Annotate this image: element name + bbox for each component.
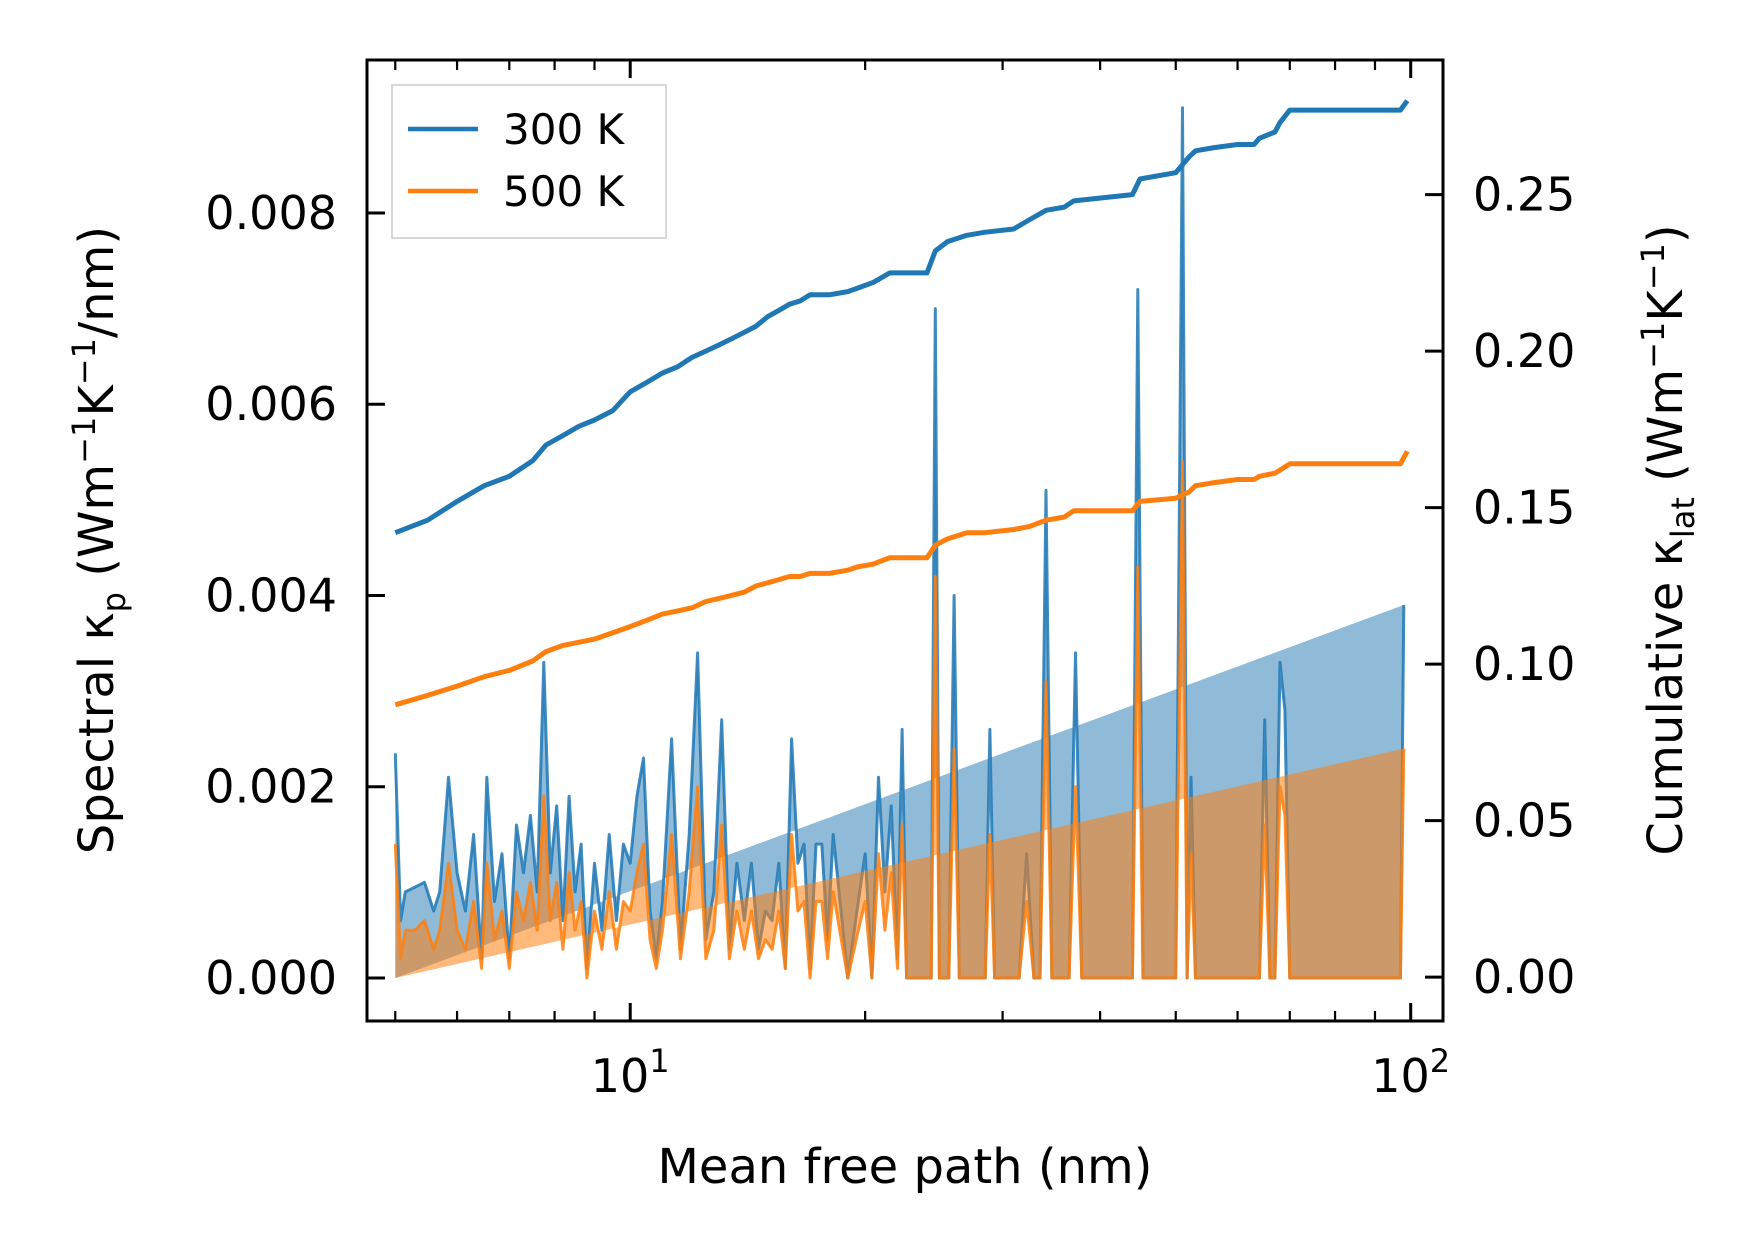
right-tick-label: 0.25 (1473, 168, 1575, 222)
spectral-line-500k (393, 460, 1406, 980)
cumulative-line-500k (394, 450, 1410, 708)
right-axis-title: Cumulative κlat (Wm−1K−1) (1634, 224, 1702, 855)
cumulative-line-300k (394, 99, 1410, 536)
left-tick-label: 0.006 (205, 377, 337, 431)
x-tick-label: 102 (1371, 1042, 1450, 1103)
legend-box (391, 84, 667, 239)
legend-label-300k: 300 K (503, 105, 626, 154)
x-axis-title: Mean free path (nm) (658, 1139, 1153, 1195)
plot-frame (365, 58, 1445, 1023)
legend-label-500k: 500 K (503, 167, 626, 216)
right-tick-label: 0.10 (1473, 637, 1575, 691)
right-tick-label: 0.05 (1473, 794, 1575, 848)
right-tick-label: 0.15 (1473, 481, 1575, 535)
x-tick-label: 101 (591, 1042, 670, 1103)
spectral-area-300k (395, 107, 1404, 979)
left-tick-label: 0.004 (205, 568, 337, 622)
right-tick-label: 0.00 (1473, 950, 1575, 1004)
left-axis-title: Spectral κp (Wm−1K−1/nm) (65, 226, 133, 854)
left-tick-label: 0.002 (205, 760, 337, 814)
left-tick-label: 0.000 (205, 951, 337, 1005)
right-tick-label: 0.20 (1473, 324, 1575, 378)
spectral-area-500k (395, 461, 1404, 979)
tick-layer: 0.000 0.002 0.004 0.006 0.008 0.00 0.05 0.10 0.1… (205, 60, 1575, 1103)
left-tick-label: 0.008 (205, 186, 337, 240)
spectral-fill-layer (393, 106, 1406, 980)
series-line-layer (394, 99, 1410, 708)
legend: 300 K 500 K (391, 84, 667, 239)
